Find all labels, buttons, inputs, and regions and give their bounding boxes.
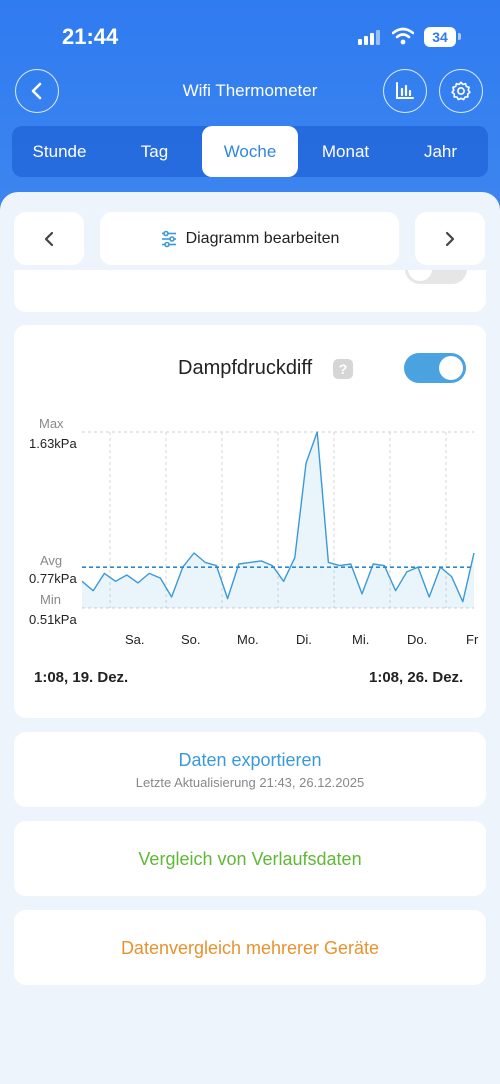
edit-chart-label: Diagramm bearbeiten — [185, 229, 340, 247]
y-label-avg: Avg — [40, 553, 63, 568]
back-button[interactable] — [15, 69, 59, 113]
gear-icon — [451, 81, 471, 101]
tab-jahr[interactable]: Jahr — [423, 142, 458, 161]
status-bar: 21:44 34 — [0, 0, 500, 70]
export-card[interactable]: Daten exportieren Letzte Aktualisierung … — [14, 732, 486, 807]
signal-icon — [358, 30, 382, 45]
chart-card — [14, 325, 486, 718]
y-label-min: Min — [40, 592, 61, 607]
chart-title: Dampfdruckdiff — [178, 357, 313, 379]
previous-chart-toggle[interactable] — [405, 270, 467, 284]
export-data-button[interactable]: Daten exportieren — [178, 750, 322, 770]
range-end: 1:08, 26. Dez. — [369, 669, 464, 686]
y-label-max: Max — [39, 416, 64, 431]
next-week-button[interactable] — [415, 212, 485, 265]
back-icon — [31, 82, 42, 100]
y-value-min: 0.51kPa — [29, 612, 77, 627]
x-tick: Mo. — [237, 632, 259, 647]
battery-tip — [458, 33, 461, 40]
tab-monat[interactable]: Monat — [321, 142, 370, 161]
chart-toggle[interactable] — [404, 353, 466, 383]
status-time: 21:44 — [62, 24, 119, 49]
range-start: 1:08, 19. Dez. — [34, 669, 129, 686]
settings-button[interactable] — [439, 69, 483, 113]
chart-plot — [81, 431, 475, 609]
wifi-icon — [392, 27, 414, 45]
series-area-0 — [82, 432, 474, 608]
compare-history-card[interactable]: Vergleich von Verlaufsdaten — [14, 821, 486, 896]
chevron-right-icon — [445, 231, 455, 246]
sliders-icon — [161, 230, 176, 247]
compare-devices-card[interactable]: Datenvergleich mehrerer Geräte — [14, 910, 486, 985]
compare-devices-button[interactable]: Datenvergleich mehrerer Geräte — [120, 938, 380, 958]
edit-chart-button[interactable]: Diagramm bearbeiten — [100, 212, 399, 265]
series-line-0 — [81, 431, 475, 603]
x-tick: Di. — [296, 632, 312, 647]
x-tick: Mi. — [352, 632, 370, 647]
x-tick: Sa. — [125, 632, 145, 647]
tab-tag[interactable]: Tag — [140, 142, 169, 161]
tab-woche[interactable]: Woche — [202, 126, 298, 177]
x-tick: Fr — [466, 632, 479, 647]
y-value-max: 1.63kPa — [29, 436, 77, 451]
page-title: Wifi Thermometer — [182, 81, 318, 100]
chevron-left-icon — [44, 231, 54, 246]
bar-chart-icon — [396, 82, 414, 99]
help-icon[interactable]: ? — [333, 359, 353, 379]
chart-button[interactable] — [383, 69, 427, 113]
previous-week-button[interactable] — [14, 212, 84, 265]
last-update-text: Letzte Aktualisierung 21:43, 26.12.2025 — [135, 775, 365, 790]
compare-history-button[interactable]: Vergleich von Verlaufsdaten — [138, 849, 362, 869]
tab-stunde[interactable]: Stunde — [32, 142, 87, 161]
x-tick: So. — [181, 632, 201, 647]
battery-icon: 34 — [424, 27, 456, 47]
y-value-avg: 0.77kPa — [29, 571, 77, 586]
x-tick: Do. — [407, 632, 428, 647]
period-tabs: Stunde Tag Woche Monat Jahr — [12, 126, 488, 177]
previous-chart-card — [14, 270, 486, 312]
